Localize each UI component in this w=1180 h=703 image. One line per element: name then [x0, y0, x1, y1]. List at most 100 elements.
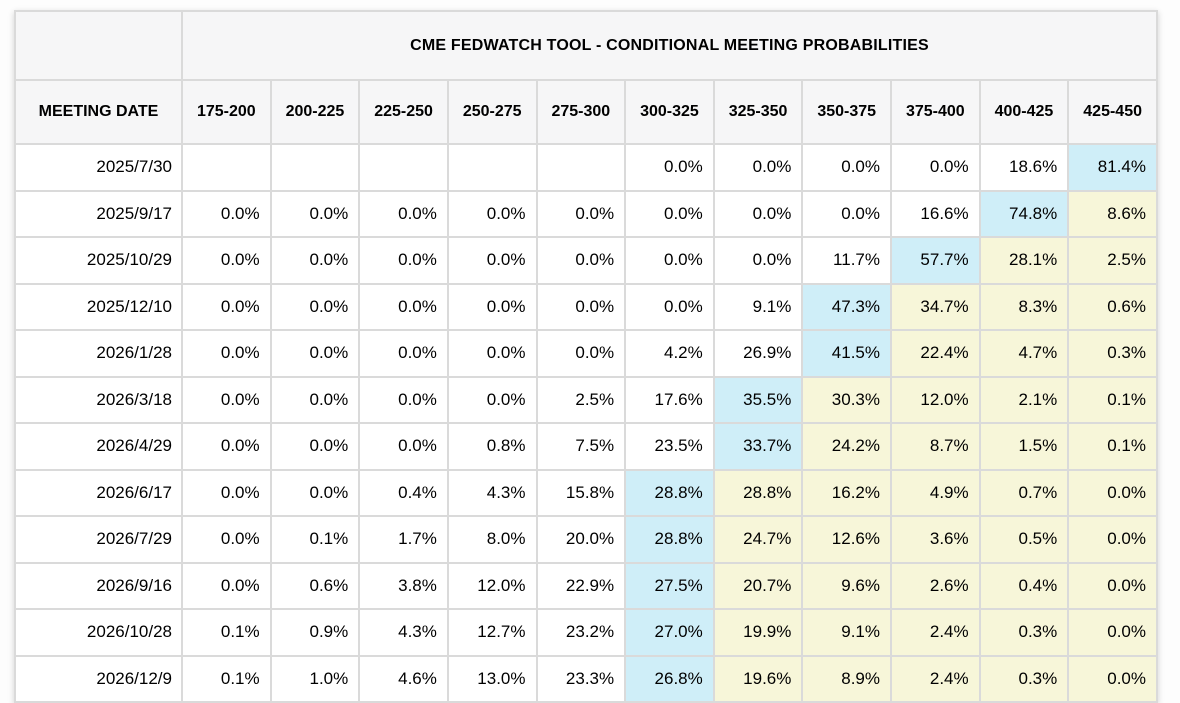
probability-cell: 0.0%: [358, 282, 449, 331]
probability-cell: 12.0%: [890, 375, 981, 424]
meeting-date-cell: 2026/10/28: [14, 608, 183, 657]
probability-cell: 24.2%: [801, 422, 892, 471]
probability-cell: 0.0%: [269, 468, 361, 517]
rate-range-header: 300-325: [624, 79, 715, 145]
rate-range-header: 275-300: [535, 79, 627, 145]
table-row: 2025/9/17 0.0% 0.0% 0.0% 0.0% 0.0% 0.0% 0.0% 0.0…: [14, 189, 1158, 238]
probability-cell: 0.0%: [712, 189, 804, 238]
probability-cell: 0.3%: [1067, 329, 1158, 378]
probability-cell: 4.6%: [358, 654, 449, 703]
probability-cell: 4.7%: [978, 329, 1070, 378]
probability-cell: 8.6%: [1067, 189, 1158, 238]
probability-cell: 27.5%: [624, 561, 715, 610]
probability-cell: 8.7%: [890, 422, 981, 471]
meeting-date-cell: 2026/7/29: [14, 515, 183, 564]
probability-cell: 0.0%: [269, 236, 361, 285]
probability-cell: 74.8%: [978, 189, 1070, 238]
meeting-date-cell: 2026/4/29: [14, 422, 183, 471]
meeting-date-cell: 2026/1/28: [14, 329, 183, 378]
probability-cell: 0.0%: [712, 236, 804, 285]
probability-cell: 8.9%: [801, 654, 892, 703]
probability-cell: 0.0%: [535, 236, 627, 285]
table-row: 2026/4/29 0.0% 0.0% 0.0% 0.8% 7.5% 23.5% 33.7% 2…: [14, 422, 1158, 471]
probability-cell: 3.8%: [358, 561, 449, 610]
probability-cell: 8.0%: [446, 515, 538, 564]
probability-cell: 0.1%: [269, 515, 361, 564]
probability-cell: 30.3%: [801, 375, 892, 424]
probability-cell: [446, 143, 538, 192]
probability-cell: 0.1%: [181, 608, 272, 657]
meeting-date-header: MEETING DATE: [14, 79, 183, 145]
probability-cell: 16.2%: [801, 468, 892, 517]
rate-range-header: 175-200: [181, 79, 272, 145]
meeting-date-cell: 2026/6/17: [14, 468, 183, 517]
probability-cell: 4.9%: [890, 468, 981, 517]
probability-cell: 23.5%: [624, 422, 715, 471]
rate-range-header: 350-375: [801, 79, 892, 145]
probability-cell: 28.8%: [624, 468, 715, 517]
probability-cell: 0.0%: [801, 189, 892, 238]
probability-cell: 0.0%: [269, 375, 361, 424]
fedwatch-probabilities-table: CME FEDWATCH TOOL - CONDITIONAL MEETING …: [14, 10, 1158, 703]
probability-cell: 0.0%: [358, 375, 449, 424]
probability-cell: 12.7%: [446, 608, 538, 657]
probability-cell: 34.7%: [890, 282, 981, 331]
table-title: CME FEDWATCH TOOL - CONDITIONAL MEETING …: [181, 10, 1158, 81]
probability-cell: 15.8%: [535, 468, 627, 517]
probability-cell: 0.0%: [890, 143, 981, 192]
probability-cell: 0.0%: [358, 236, 449, 285]
probability-cell: 11.7%: [801, 236, 892, 285]
probability-cell: 2.1%: [978, 375, 1070, 424]
meeting-date-cell: 2026/3/18: [14, 375, 183, 424]
table-row: 2025/7/30 0.0% 0.0% 0.0% 0.0% 18.6% 81.4%: [14, 143, 1158, 192]
probability-cell: 0.0%: [358, 329, 449, 378]
probability-cell: 0.5%: [978, 515, 1070, 564]
probability-cell: 4.3%: [358, 608, 449, 657]
probability-cell: 47.3%: [801, 282, 892, 331]
meeting-date-cell: 2025/12/10: [14, 282, 183, 331]
probability-cell: 28.1%: [978, 236, 1070, 285]
probability-cell: 0.0%: [181, 236, 272, 285]
probability-cell: 0.1%: [181, 654, 272, 703]
probability-cell: [358, 143, 449, 192]
probability-cell: 0.0%: [801, 143, 892, 192]
probability-cell: 28.8%: [624, 515, 715, 564]
table-row: 2026/1/28 0.0% 0.0% 0.0% 0.0% 0.0% 4.2% 26.9% 41…: [14, 329, 1158, 378]
probability-cell: 0.0%: [446, 236, 538, 285]
table-row: 2026/3/18 0.0% 0.0% 0.0% 0.0% 2.5% 17.6% 35.5% 3…: [14, 375, 1158, 424]
meeting-date-cell: 2025/7/30: [14, 143, 183, 192]
probability-cell: 0.0%: [535, 189, 627, 238]
probability-cell: 35.5%: [712, 375, 804, 424]
probability-cell: 0.0%: [1067, 608, 1158, 657]
probability-cell: 0.3%: [978, 654, 1070, 703]
probability-cell: 0.3%: [978, 608, 1070, 657]
probability-cell: 12.6%: [801, 515, 892, 564]
probability-cell: [269, 143, 361, 192]
probability-cell: 0.0%: [269, 422, 361, 471]
probability-cell: 0.9%: [269, 608, 361, 657]
probability-cell: 4.2%: [624, 329, 715, 378]
probability-cell: 0.0%: [1067, 515, 1158, 564]
probability-cell: 0.0%: [1067, 561, 1158, 610]
meeting-date-cell: 2026/12/9: [14, 654, 183, 703]
probability-cell: 0.0%: [446, 375, 538, 424]
probability-cell: 0.0%: [181, 515, 272, 564]
probability-cell: 0.0%: [624, 282, 715, 331]
probability-cell: 81.4%: [1067, 143, 1158, 192]
probability-cell: 18.6%: [978, 143, 1070, 192]
probability-cell: 0.7%: [978, 468, 1070, 517]
table-row: 2026/9/16 0.0% 0.6% 3.8% 12.0% 22.9% 27.5% 20.7…: [14, 561, 1158, 610]
probability-cell: 1.5%: [978, 422, 1070, 471]
rate-range-header: 250-275: [446, 79, 538, 145]
probability-cell: 7.5%: [535, 422, 627, 471]
probability-cell: 0.0%: [269, 189, 361, 238]
probability-cell: 0.0%: [181, 329, 272, 378]
probability-cell: 22.9%: [535, 561, 627, 610]
probability-cell: 0.0%: [181, 282, 272, 331]
probability-cell: 9.1%: [712, 282, 804, 331]
table-row: 2026/10/28 0.1% 0.9% 4.3% 12.7% 23.2% 27.0% 19.…: [14, 608, 1158, 657]
probability-cell: 0.0%: [269, 329, 361, 378]
probability-cell: 3.6%: [890, 515, 981, 564]
probability-cell: 16.6%: [890, 189, 981, 238]
probability-cell: 9.6%: [801, 561, 892, 610]
